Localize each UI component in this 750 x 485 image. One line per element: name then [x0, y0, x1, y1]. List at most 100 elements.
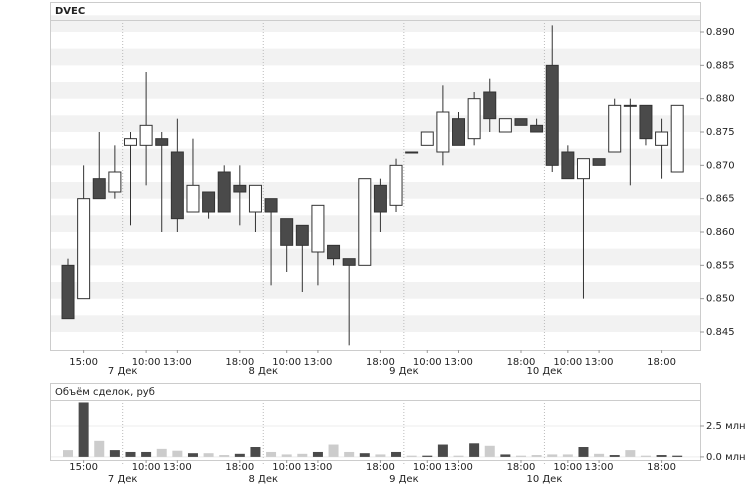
candle-body — [483, 91, 497, 120]
volume-title: Объём сделок, руб — [55, 387, 155, 398]
candle-body — [592, 158, 606, 166]
candle-body — [327, 244, 341, 260]
x-tick-label: 10:00 — [272, 357, 301, 368]
volume-bar — [422, 455, 433, 457]
grid-band — [51, 248, 700, 266]
candle-body — [61, 264, 75, 320]
candle-body — [530, 124, 544, 133]
y-tick-label: 0.870 — [706, 160, 735, 171]
volume-bar — [187, 453, 198, 457]
candle-body — [405, 151, 419, 154]
y-tick-label: 0.875 — [706, 127, 735, 138]
volume-bar — [203, 453, 214, 457]
candle-body — [170, 151, 184, 220]
y-tick-label: 0.0 млн — [706, 452, 746, 463]
candle-body — [373, 184, 387, 213]
date-label: 9 Дек — [389, 474, 419, 485]
volume-bar — [672, 455, 683, 457]
x-tick-label: 13:00 — [163, 462, 192, 473]
candle-body — [561, 151, 575, 180]
candle-body — [436, 111, 450, 153]
volume-bar — [484, 445, 495, 457]
volume-bar — [437, 444, 448, 457]
y-tick-label: 0.850 — [706, 294, 735, 305]
grid-band — [51, 282, 700, 299]
volume-bar — [359, 453, 370, 457]
date-label: 10 Дек — [526, 474, 562, 485]
volume-bar — [656, 455, 667, 457]
x-tick-label: 10:00 — [132, 462, 161, 473]
x-tick-label: 13:00 — [304, 462, 333, 473]
volume-bar — [219, 455, 230, 457]
x-tick-label: 10:00 — [132, 357, 161, 368]
chart-title: DVEC — [55, 6, 85, 17]
candle-body — [670, 104, 684, 173]
volume-bar — [250, 447, 261, 457]
grid-band — [51, 315, 700, 332]
volume-bar — [500, 454, 511, 457]
volume-bar — [625, 450, 636, 457]
x-tick-label: 13:00 — [585, 462, 614, 473]
volume-frame — [50, 383, 701, 461]
y-tick-label: 0.880 — [706, 94, 735, 105]
grid-band — [51, 215, 700, 232]
date-label: 8 Дек — [248, 366, 278, 377]
candle-body — [123, 138, 137, 146]
volume-bar — [344, 451, 355, 457]
candle-body — [264, 198, 278, 213]
candle-body — [77, 198, 91, 300]
volume-bar — [109, 450, 120, 457]
date-label: 7 Дек — [108, 366, 138, 377]
volume-bar — [609, 455, 620, 457]
x-tick-label: 18:00 — [647, 462, 676, 473]
volume-bar — [406, 455, 417, 457]
candle-body — [608, 104, 622, 153]
x-tick-label: 10:00 — [413, 357, 442, 368]
date-label: 9 Дек — [389, 366, 419, 377]
candle-body — [139, 124, 153, 146]
volume-bar — [328, 444, 339, 457]
volume-bar — [547, 454, 558, 457]
x-tick-label: 10:00 — [553, 462, 582, 473]
y-tick-label: 0.890 — [706, 27, 735, 38]
candle-body — [108, 171, 122, 193]
candle-body — [452, 118, 466, 146]
y-tick-label: 0.885 — [706, 60, 735, 71]
candle-body — [311, 204, 325, 253]
x-tick-label: 13:00 — [444, 357, 473, 368]
volume-bar — [375, 454, 386, 457]
volume-bar — [578, 447, 589, 457]
candle-body — [639, 104, 653, 140]
grid-band — [51, 15, 700, 33]
x-tick-label: 10:00 — [272, 462, 301, 473]
x-tick-label: 13:00 — [444, 462, 473, 473]
grid-band — [51, 48, 700, 66]
x-tick-label: 15:00 — [69, 357, 98, 368]
y-tick-label: 0.845 — [706, 327, 735, 338]
candle-body — [155, 138, 169, 146]
volume-bar — [312, 451, 323, 457]
candle-body — [467, 98, 481, 140]
x-tick-label: 18:00 — [366, 462, 395, 473]
x-tick-label: 18:00 — [225, 357, 254, 368]
candle-body — [186, 184, 200, 213]
date-label: 7 Дек — [108, 474, 138, 485]
y-tick-label: 0.860 — [706, 227, 735, 238]
volume-bar — [469, 443, 480, 457]
candle-body — [514, 118, 528, 126]
volume-bar — [63, 450, 74, 457]
candle-body — [389, 164, 403, 206]
volume-bar — [141, 451, 152, 457]
x-tick-label: 18:00 — [507, 357, 536, 368]
x-tick-label: 18:00 — [366, 357, 395, 368]
x-tick-label: 18:00 — [507, 462, 536, 473]
volume-bar — [562, 454, 573, 457]
x-tick-label: 18:00 — [225, 462, 254, 473]
volume-bar — [453, 455, 464, 457]
volume-bar — [78, 402, 89, 457]
volume-bar — [266, 451, 277, 457]
date-label: 10 Дек — [526, 366, 562, 377]
volume-bar — [125, 451, 136, 457]
candle-body — [623, 104, 637, 107]
